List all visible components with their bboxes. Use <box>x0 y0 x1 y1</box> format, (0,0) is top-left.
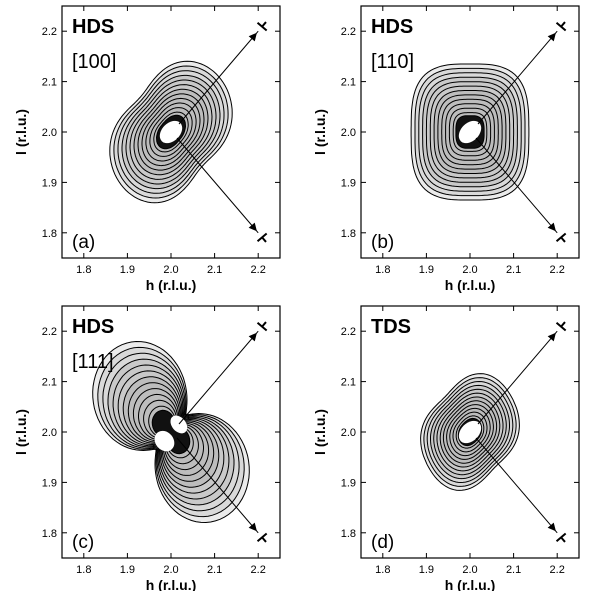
y-axis-label: l (r.l.u.) <box>13 109 29 155</box>
panel-b: 1.8 1.9 2.0 2.1 2.2 1.8 1.9 2.0 2.1 2.2 h (r.l.u.)… <box>312 5 580 293</box>
arrow-head <box>248 522 257 532</box>
x-tick-label: 2.2 <box>251 564 266 576</box>
arrow-head <box>248 32 257 42</box>
y-tick-label: 2.0 <box>42 127 57 139</box>
x-axis-label: h (r.l.u.) <box>146 277 197 293</box>
x-axis-label: h (r.l.u.) <box>445 277 496 293</box>
y-tick-label: 1.9 <box>341 177 356 189</box>
panel-c: 1.8 1.9 2.0 2.1 2.2 1.8 1.9 2.0 2.1 2.2 h (r.l.u.)… <box>13 305 281 591</box>
x-tick-label: 2.0 <box>462 564 477 576</box>
y-tick-label: 2.1 <box>341 377 356 389</box>
scan-end-mark <box>256 532 268 543</box>
bragg-peak <box>159 120 183 144</box>
x-tick-label: 2.0 <box>462 264 477 276</box>
contour-set <box>109 60 233 204</box>
y-tick-label: 2.1 <box>42 377 57 389</box>
panel-title: HDS <box>72 316 114 338</box>
y-tick-label: 2.2 <box>42 326 57 338</box>
scan-end-mark <box>555 532 567 543</box>
arrow-head <box>547 522 556 532</box>
y-tick-label: 1.9 <box>341 477 356 489</box>
x-axis-label: h (r.l.u.) <box>445 577 496 591</box>
panel-d: 1.8 1.9 2.0 2.1 2.2 1.8 1.9 2.0 2.1 2.2 h (r.l.u.)… <box>312 305 580 591</box>
scan-end-mark <box>555 21 567 32</box>
scan-end-mark <box>256 21 268 32</box>
x-tick-label: 2.1 <box>207 264 222 276</box>
x-tick-label: 1.9 <box>120 264 135 276</box>
panel-title: HDS <box>72 16 114 38</box>
x-tick-label: 1.9 <box>419 264 434 276</box>
bragg-peak <box>154 430 175 452</box>
x-tick-label: 2.0 <box>163 564 178 576</box>
scan-line <box>176 437 259 534</box>
x-tick-label: 2.2 <box>251 264 266 276</box>
x-tick-label: 2.1 <box>207 564 222 576</box>
x-tick-label: 2.0 <box>163 264 178 276</box>
y-tick-label: 2.1 <box>341 77 356 89</box>
y-tick-label: 1.8 <box>42 228 57 240</box>
scan-end-mark <box>256 232 268 243</box>
arrow-head <box>547 222 556 232</box>
y-axis-label: l (r.l.u.) <box>13 409 29 455</box>
x-axis-label: h (r.l.u.) <box>146 577 197 591</box>
y-tick-label: 2.2 <box>341 326 356 338</box>
scan-end-mark <box>256 321 268 332</box>
y-tick-label: 1.9 <box>42 477 57 489</box>
panel-letter: (c) <box>72 532 94 553</box>
scan-line <box>176 137 259 234</box>
x-tick-label: 2.1 <box>506 264 521 276</box>
bragg-peak <box>458 420 482 444</box>
panel-subtitle: [110] <box>371 51 414 73</box>
arrow-head <box>248 332 257 342</box>
x-tick-label: 1.8 <box>375 564 390 576</box>
panel-letter: (a) <box>72 232 95 253</box>
panel-title: HDS <box>371 16 413 38</box>
x-tick-label: 1.8 <box>375 264 390 276</box>
panel-letter: (b) <box>371 232 394 253</box>
scan-line <box>477 330 558 425</box>
arrow-head <box>547 332 556 342</box>
x-tick-label: 1.8 <box>76 564 91 576</box>
y-tick-label: 2.0 <box>341 127 356 139</box>
x-tick-label: 2.2 <box>550 564 565 576</box>
panel-title: TDS <box>371 316 411 338</box>
y-tick-label: 1.9 <box>42 177 57 189</box>
arrow-head <box>547 32 556 42</box>
x-tick-label: 1.9 <box>419 564 434 576</box>
bragg-peak <box>458 120 482 144</box>
y-tick-label: 2.1 <box>42 77 57 89</box>
y-tick-label: 1.8 <box>341 228 356 240</box>
y-tick-label: 1.8 <box>42 528 57 540</box>
y-tick-label: 2.2 <box>341 26 356 38</box>
y-tick-label: 2.0 <box>42 427 57 439</box>
scan-end-mark <box>555 321 567 332</box>
y-axis-label: l (r.l.u.) <box>312 109 328 155</box>
scan-end-mark <box>555 232 567 243</box>
x-tick-label: 1.9 <box>120 564 135 576</box>
y-tick-label: 1.8 <box>341 528 356 540</box>
scan-line <box>475 437 558 534</box>
x-tick-label: 2.2 <box>550 264 565 276</box>
arrow-head <box>248 222 257 232</box>
contour-set <box>420 373 520 491</box>
x-tick-label: 2.1 <box>506 564 521 576</box>
scan-line <box>178 330 259 425</box>
panel-subtitle: [111] <box>72 351 114 373</box>
y-tick-label: 2.2 <box>42 26 57 38</box>
y-tick-label: 2.0 <box>341 427 356 439</box>
y-axis-label: l (r.l.u.) <box>312 409 328 455</box>
panel-a: 1.8 1.9 2.0 2.1 2.2 1.8 1.9 2.0 2.1 2.2 h (r.l.u.)… <box>13 5 281 293</box>
scan-line <box>475 137 558 234</box>
panel-subtitle: [100] <box>72 51 116 73</box>
scan-line <box>477 30 558 125</box>
scan-line <box>178 30 259 125</box>
x-tick-label: 1.8 <box>76 264 91 276</box>
panel-letter: (d) <box>371 532 394 553</box>
